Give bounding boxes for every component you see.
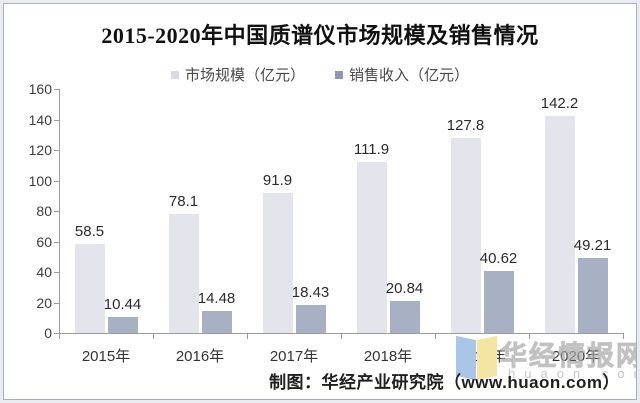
x-axis-tick [341, 334, 342, 339]
y-axis-tick-label: 40 [36, 264, 52, 280]
x-axis-tick [529, 334, 530, 339]
x-axis-tick [623, 334, 624, 339]
y-axis-tick [54, 211, 59, 212]
x-axis-category-label: 2015年 [81, 348, 131, 365]
chart-frame: 2015-2020年中国质谱仪市场规模及销售情况 市场规模（亿元） 销售收入（亿… [3, 3, 637, 400]
y-axis-tick [54, 119, 59, 121]
bar-sales-revenue [577, 257, 608, 333]
bar-sales-revenue [295, 304, 326, 333]
bar-sales-revenue [107, 317, 138, 333]
y-axis-tick [54, 150, 59, 151]
legend-swatch-market-size-icon [170, 70, 179, 79]
y-axis-tick-label: 160 [28, 81, 52, 97]
bar-sales-revenue [389, 301, 420, 333]
chart-legend: 市场规模（亿元） 销售收入（亿元） [4, 64, 636, 85]
bar-sales-revenue [483, 271, 514, 333]
bar-market-size [168, 213, 199, 333]
x-axis-category-label: 2018年 [363, 348, 413, 365]
bar-sales-revenue [201, 310, 232, 333]
bar-value-label: 58.5 [74, 222, 105, 240]
bar-value-label: 20.84 [385, 280, 424, 298]
bar-value-label: 14.48 [197, 289, 236, 307]
y-axis-tick [54, 333, 59, 334]
x-axis-tick [247, 334, 248, 339]
y-axis-line [59, 89, 60, 333]
y-axis-tick-label: 60 [36, 233, 52, 250]
bar-value-label: 111.9 [353, 141, 390, 159]
y-axis-tick-label: 80 [36, 203, 52, 219]
x-axis-tick [153, 334, 154, 339]
chart-title: 2015-2020年中国质谱仪市场规模及销售情况 [101, 23, 539, 48]
bar-value-label: 127.8 [446, 117, 485, 135]
legend-label-market-size: 市场规模（亿元） [184, 67, 305, 84]
x-axis-tick [435, 334, 436, 339]
bar-value-label: 78.1 [168, 192, 199, 210]
bar-market-size [544, 116, 575, 333]
x-axis-category-label: 2020年 [551, 348, 601, 365]
bar-market-size [262, 192, 293, 333]
bar-value-label: 91.9 [262, 171, 293, 189]
y-axis-tick-label: 20 [36, 294, 52, 311]
bar-market-size [74, 243, 105, 333]
legend-item-market-size: 市场规模（亿元） [170, 64, 305, 85]
y-axis-tick [54, 302, 59, 304]
x-axis-category-label: 2019年 [457, 348, 507, 365]
bar-value-label: 18.43 [291, 283, 330, 301]
x-axis-tick [59, 334, 60, 339]
bar-value-label: 142.2 [540, 95, 579, 113]
y-axis-tick [54, 241, 59, 243]
legend-label-sales-revenue: 销售收入（亿元） [349, 67, 470, 84]
x-axis-category-label: 2016年 [175, 348, 225, 365]
legend-item-sales-revenue: 销售收入（亿元） [335, 64, 469, 85]
bar-value-label: 40.62 [479, 250, 518, 268]
y-axis-tick [54, 180, 59, 182]
y-axis-tick [54, 272, 59, 273]
y-axis-tick [54, 89, 59, 90]
credit-line: 制图：华经产业研究院（www.huaon.com） [269, 373, 620, 392]
bar-market-size [450, 138, 481, 333]
legend-swatch-sales-revenue-icon [335, 70, 343, 79]
bar-value-label: 10.44 [103, 296, 142, 314]
x-axis-line [59, 333, 624, 334]
y-axis-tick-label: 140 [28, 111, 52, 128]
y-axis-tick-label: 0 [44, 325, 52, 341]
bar-value-label: 49.21 [573, 236, 612, 254]
bar-market-size [356, 162, 387, 333]
y-axis-tick-label: 120 [28, 142, 52, 158]
y-axis-tick-label: 100 [28, 172, 52, 189]
x-axis-category-label: 2017年 [269, 348, 319, 365]
